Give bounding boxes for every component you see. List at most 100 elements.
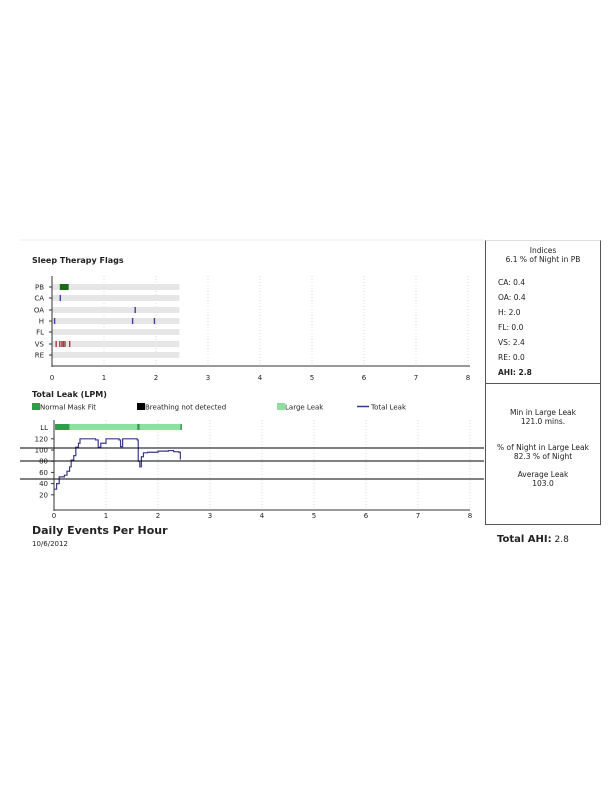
index-value: 0.4 — [513, 293, 526, 302]
x-tick-label: 3 — [208, 512, 212, 520]
index-row: H: 2.0 — [498, 308, 600, 323]
index-label: VS: — [498, 338, 511, 347]
status-segment — [137, 424, 140, 430]
flag-event — [59, 341, 61, 347]
flag-event — [59, 284, 69, 290]
flag-row-label: RE — [35, 352, 44, 360]
status-segment — [55, 424, 70, 430]
index-row: VS: 2.4 — [498, 338, 600, 353]
pct-large-leak-value: 82.3 % of Night — [513, 452, 573, 461]
flags-title: Sleep Therapy Flags — [32, 256, 124, 265]
x-tick-label: 8 — [466, 374, 470, 382]
x-tick-label: 3 — [206, 374, 210, 382]
x-tick-label: 1 — [104, 512, 108, 520]
flag-track — [52, 295, 180, 301]
flag-track — [52, 284, 180, 290]
x-tick-label: 7 — [416, 512, 420, 520]
y-tick-label: 60 — [39, 469, 48, 477]
flag-row-label: VS — [35, 341, 45, 349]
index-value: 0.4 — [513, 278, 526, 287]
total-ahi-label: Total AHI: — [497, 534, 552, 545]
pct-large-leak-label: % of Night in Large Leak — [497, 443, 589, 452]
flag-event — [131, 318, 134, 324]
index-label: FL: — [498, 323, 510, 332]
flag-track — [52, 341, 180, 347]
x-tick-label: 0 — [52, 512, 56, 520]
index-row: FL: 0.0 — [498, 323, 600, 338]
legend-label: Breathing not detected — [145, 404, 226, 412]
flag-event — [59, 295, 62, 301]
flag-event — [68, 341, 71, 347]
x-tick-label: 5 — [312, 512, 316, 520]
flag-track — [52, 307, 180, 313]
legend-label: Total Leak — [370, 404, 407, 412]
indices-panel: Indices 6.1 % of Night in PB CA: 0.4 OA: … — [485, 240, 601, 525]
ahi-value: 2.8 — [518, 368, 532, 377]
total-ahi-value: 2.8 — [554, 535, 569, 545]
min-large-leak-label: Min in Large Leak — [510, 408, 576, 417]
x-tick-label: 0 — [50, 374, 54, 382]
avg-leak-label: Average Leak — [517, 470, 569, 479]
x-tick-label: 1 — [102, 374, 106, 382]
status-segment — [139, 424, 181, 430]
y-tick-label: 40 — [39, 480, 48, 488]
index-value: 2.0 — [508, 308, 521, 317]
ll-label: LL — [40, 424, 48, 432]
index-value: 2.4 — [512, 338, 525, 347]
y-tick-label: 80 — [39, 458, 48, 466]
x-tick-label: 5 — [310, 374, 314, 382]
x-tick-label: 4 — [258, 374, 263, 382]
min-large-leak-value: 121.0 mins. — [520, 417, 566, 426]
y-tick-label: 120 — [35, 435, 48, 443]
x-tick-label: 6 — [364, 512, 369, 520]
flag-row-label: H — [39, 318, 44, 326]
y-tick-label: 100 — [35, 447, 48, 455]
flag-event — [153, 318, 156, 324]
pb-percent: 6.1 % of Night in PB — [505, 255, 581, 264]
flag-event — [134, 307, 136, 313]
x-tick-label: 8 — [468, 512, 472, 520]
index-label: RE: — [498, 353, 511, 362]
total-leak-line — [54, 438, 181, 490]
x-tick-label: 2 — [156, 512, 160, 520]
x-tick-label: 2 — [154, 374, 158, 382]
footer-title: Daily Events Per Hour — [32, 524, 168, 537]
index-value: 0.0 — [512, 353, 525, 362]
flag-event — [53, 318, 56, 324]
legend-swatch — [137, 403, 145, 410]
status-segment — [69, 424, 138, 430]
status-segment — [180, 424, 182, 430]
flag-track — [52, 318, 180, 324]
legend-label: Large Leak — [285, 404, 324, 412]
legend-swatch — [277, 403, 285, 410]
flag-event — [61, 341, 63, 347]
avg-leak-value: 103.0 — [532, 479, 554, 488]
flag-row-label: FL — [36, 329, 44, 337]
flag-row-label: PB — [35, 284, 44, 292]
flag-track — [52, 329, 180, 335]
flag-event — [64, 341, 66, 347]
index-value: 0.0 — [511, 323, 524, 332]
flag-row-label: OA — [34, 307, 44, 315]
legend-swatch — [32, 403, 40, 410]
index-label: CA: — [498, 278, 511, 287]
flag-event — [55, 341, 57, 347]
flag-track — [52, 352, 180, 358]
indices-title: Indices — [529, 246, 557, 255]
flag-row-label: CA — [34, 295, 44, 303]
index-label: OA: — [498, 293, 512, 302]
x-tick-label: 7 — [414, 374, 418, 382]
index-row: RE: 0.0 — [498, 353, 600, 368]
flag-event — [62, 341, 65, 347]
x-tick-label: 4 — [260, 512, 265, 520]
x-tick-label: 6 — [362, 374, 367, 382]
index-row: OA: 0.4 — [498, 293, 600, 308]
leak-title: Total Leak (LPM) — [32, 390, 107, 399]
y-tick-label: 20 — [39, 491, 48, 499]
index-label: H: — [498, 308, 507, 317]
ahi-label: AHI: — [498, 368, 516, 377]
index-row: CA: 0.4 — [498, 278, 600, 293]
legend-label: Normal Mask Fit — [40, 404, 96, 412]
footer-date: 10/6/2012 — [32, 540, 68, 548]
